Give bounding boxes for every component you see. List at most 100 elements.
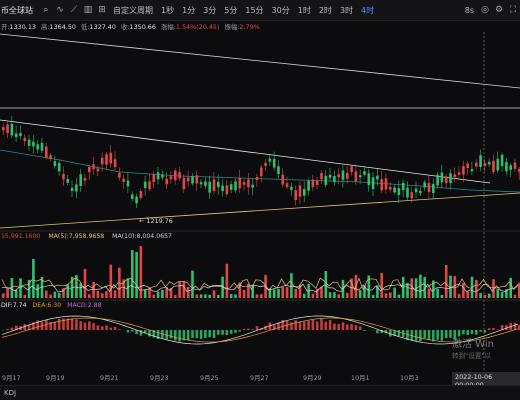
period-3h[interactable]: 3时	[339, 5, 354, 15]
x-axis-label: 9月17	[2, 374, 21, 382]
volume-bar	[281, 286, 285, 298]
macd-bar	[88, 321, 91, 330]
candle-body	[479, 155, 482, 168]
candle-body	[277, 166, 280, 175]
period-30m[interactable]: 30分	[271, 5, 290, 15]
macd-bar	[79, 321, 82, 330]
period-15m[interactable]: 15分	[245, 5, 264, 15]
open-value: 1330.13	[9, 22, 36, 31]
period-5m[interactable]: 5分	[224, 5, 238, 15]
period-3m[interactable]: 3分	[203, 5, 217, 15]
candle-body	[217, 181, 220, 188]
volume-bar	[135, 252, 138, 298]
camera-icon[interactable]: ◎	[481, 5, 489, 15]
volume-bar	[509, 277, 512, 298]
search-icon[interactable]: ⌕	[43, 5, 49, 15]
period-1h[interactable]: 1时	[297, 5, 311, 15]
period-custom[interactable]: 自定义周期	[113, 5, 153, 15]
x-axis-label: 9月29	[303, 374, 322, 382]
chart-type-icon[interactable]: ▥	[83, 5, 93, 15]
candle-body	[423, 182, 426, 188]
candle-body	[70, 187, 74, 192]
volume-bar	[182, 281, 186, 298]
macd-indicator-label: DIF:7.74 DEA:6.30 MACD:2.88	[1, 302, 102, 309]
volume-bar	[208, 294, 211, 298]
candle-body	[83, 178, 87, 181]
macd-bar	[462, 330, 465, 335]
volume-ma10-line	[1, 283, 519, 293]
macd-bar	[479, 330, 482, 332]
volume-bar	[376, 285, 379, 298]
macd-bar	[165, 330, 168, 340]
volume-bar	[513, 294, 517, 298]
candle-body	[328, 174, 332, 178]
candle-body	[315, 180, 319, 186]
macd-bar	[272, 325, 276, 330]
candle-body	[401, 182, 405, 191]
macd-bar	[350, 324, 353, 330]
volume-bar	[6, 288, 9, 298]
candle-body	[518, 169, 520, 172]
volume-bar	[109, 264, 113, 298]
macd-bar	[380, 330, 383, 334]
candle-body	[414, 188, 418, 193]
macd-bar	[32, 322, 35, 330]
candle-body	[14, 133, 18, 138]
macd-bar	[70, 318, 74, 330]
open-label: 开:	[1, 22, 10, 31]
draw-tool-icon[interactable]: ⟋	[70, 5, 78, 15]
macd-bar	[432, 330, 435, 342]
indicator-icon[interactable]: ∿	[56, 5, 64, 15]
candle-body	[204, 181, 207, 186]
volume-bar	[492, 279, 495, 298]
macd-bar	[135, 330, 138, 335]
candle-body	[79, 174, 82, 186]
symbol-label[interactable]: 币全球站	[1, 5, 33, 15]
macd-bar	[169, 330, 173, 339]
candle-body	[105, 154, 108, 165]
candle-body	[229, 184, 233, 190]
volume-bar	[79, 283, 82, 298]
period-1m[interactable]: 1分	[182, 5, 196, 15]
period-1s[interactable]: 1秒	[161, 5, 175, 15]
volume-bar	[19, 278, 22, 298]
candle-body	[131, 194, 134, 199]
volume-bar	[285, 287, 289, 298]
period-8s[interactable]: 8s	[464, 5, 474, 15]
candle-body	[23, 137, 27, 142]
candle-body	[135, 196, 138, 204]
volume-bar	[96, 290, 100, 298]
settings-icon[interactable]: ⚙	[494, 5, 504, 15]
candle-body	[466, 163, 469, 169]
candle-body	[346, 172, 349, 179]
volume-bar	[49, 294, 52, 298]
macd-bar	[393, 330, 396, 337]
macd-bar	[229, 330, 233, 334]
volume-bar	[139, 246, 143, 298]
volume-bar	[217, 294, 220, 298]
volume-bar	[247, 283, 250, 298]
candle-body	[427, 182, 431, 192]
macd-bar	[152, 330, 156, 338]
macd-bar	[6, 328, 9, 330]
fullscreen-icon[interactable]: ⛶	[509, 5, 517, 15]
indicator-tab-kdj[interactable]: KDJ	[4, 389, 17, 397]
macd-bar	[470, 330, 474, 335]
period-2h[interactable]: 2时	[318, 5, 332, 15]
candle-body	[367, 173, 371, 186]
volume-bar	[462, 282, 465, 298]
candle-body	[363, 171, 366, 175]
watermark-line2: 转到"设置"以	[452, 352, 492, 360]
ohlc-info: 开:1330.13 高:1364.50 低:1327.40 收:1350.66 …	[0, 20, 520, 32]
volume-bar	[483, 294, 487, 298]
candle-body	[212, 179, 216, 192]
volume-bar	[479, 292, 482, 298]
period-4h[interactable]: 4时	[361, 5, 375, 15]
candlestick-chart[interactable]	[0, 32, 520, 370]
candles-group	[2, 116, 520, 209]
macd-bar	[303, 321, 306, 330]
volume-bar	[62, 288, 65, 298]
layout-icon[interactable]: ⊞	[98, 5, 106, 15]
candle-body	[118, 172, 121, 178]
volume-bar	[320, 287, 323, 298]
